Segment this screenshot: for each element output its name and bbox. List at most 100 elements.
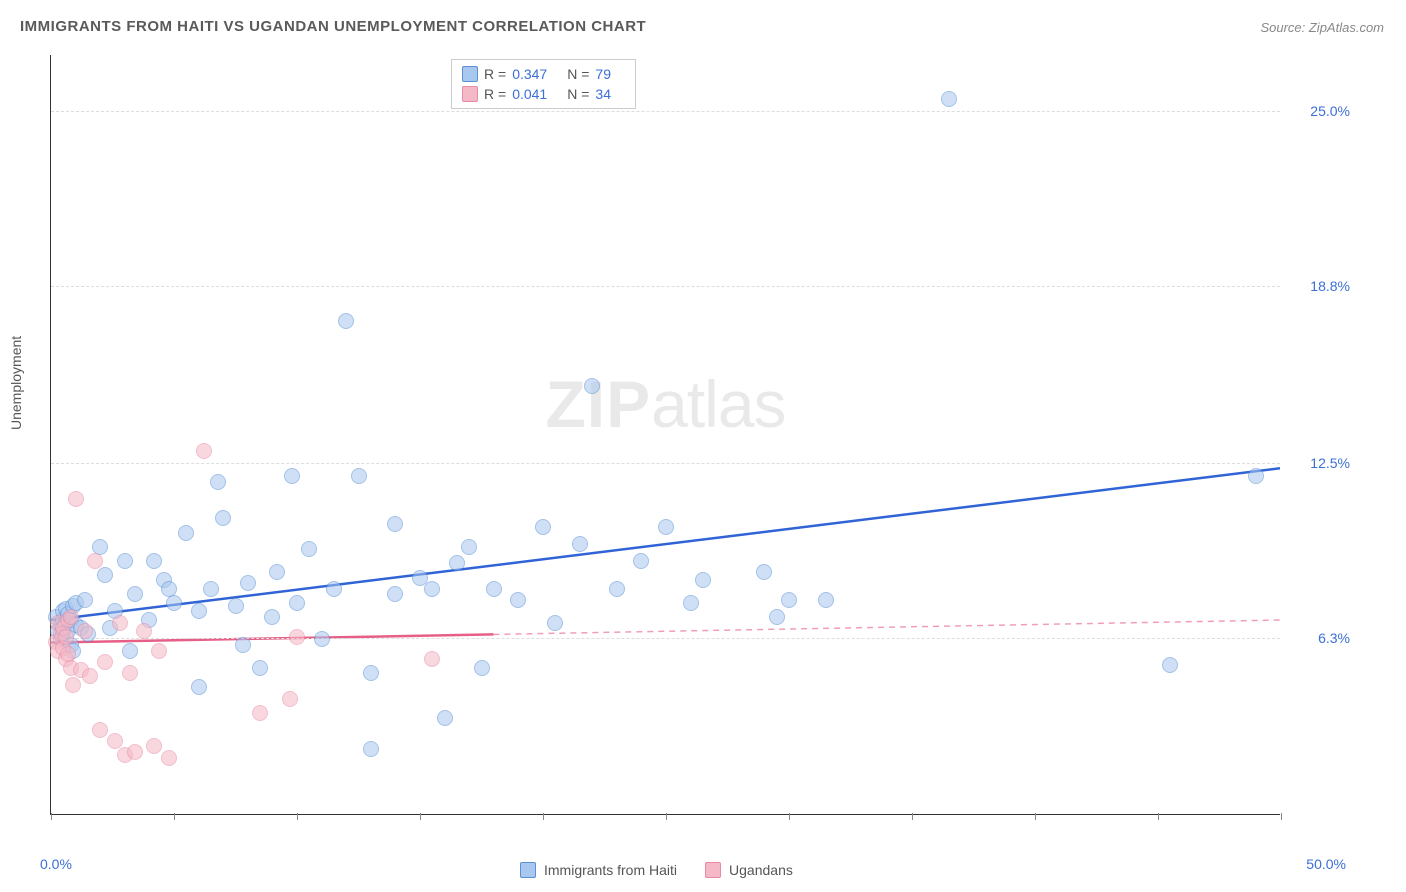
gridline bbox=[51, 463, 1280, 464]
data-point-haiti bbox=[1248, 468, 1264, 484]
data-point-haiti bbox=[941, 91, 957, 107]
data-point-haiti bbox=[769, 609, 785, 625]
x-axis-max-label: 50.0% bbox=[1306, 856, 1346, 872]
chart-title: IMMIGRANTS FROM HAITI VS UGANDAN UNEMPLO… bbox=[20, 18, 646, 35]
data-point-haiti bbox=[510, 592, 526, 608]
data-point-ugandans bbox=[87, 553, 103, 569]
data-point-haiti bbox=[424, 581, 440, 597]
y-tick-label: 12.5% bbox=[1290, 455, 1350, 471]
n-label: N = bbox=[567, 86, 589, 102]
data-point-haiti bbox=[178, 525, 194, 541]
data-point-haiti bbox=[658, 519, 674, 535]
source-attribution: Source: ZipAtlas.com bbox=[1260, 20, 1384, 35]
data-point-haiti bbox=[387, 586, 403, 602]
data-point-haiti bbox=[269, 564, 285, 580]
data-point-ugandans bbox=[146, 738, 162, 754]
watermark-atlas: atlas bbox=[651, 367, 785, 441]
data-point-haiti bbox=[252, 660, 268, 676]
data-point-ugandans bbox=[82, 668, 98, 684]
data-point-haiti bbox=[191, 603, 207, 619]
x-tick bbox=[912, 813, 913, 820]
data-point-ugandans bbox=[289, 629, 305, 645]
legend-swatch bbox=[520, 862, 536, 878]
data-point-haiti bbox=[584, 378, 600, 394]
data-point-haiti bbox=[572, 536, 588, 552]
x-tick bbox=[666, 813, 667, 820]
data-point-ugandans bbox=[282, 691, 298, 707]
data-point-haiti bbox=[146, 553, 162, 569]
correlation-legend: R = 0.347N = 79R = 0.041N = 34 bbox=[451, 59, 636, 109]
x-tick bbox=[1281, 813, 1282, 820]
n-value: 79 bbox=[595, 66, 611, 82]
data-point-haiti bbox=[215, 510, 231, 526]
data-point-haiti bbox=[387, 516, 403, 532]
data-point-haiti bbox=[363, 741, 379, 757]
data-point-haiti bbox=[264, 609, 280, 625]
data-point-ugandans bbox=[58, 629, 74, 645]
legend-swatch bbox=[462, 66, 478, 82]
data-point-haiti bbox=[351, 468, 367, 484]
data-point-haiti bbox=[449, 555, 465, 571]
data-point-haiti bbox=[203, 581, 219, 597]
data-point-haiti bbox=[235, 637, 251, 653]
data-point-haiti bbox=[338, 313, 354, 329]
x-tick bbox=[543, 813, 544, 820]
y-tick-label: 6.3% bbox=[1290, 630, 1350, 646]
legend-row-ugandans: R = 0.041N = 34 bbox=[462, 84, 625, 104]
data-point-ugandans bbox=[68, 491, 84, 507]
series-legend: Immigrants from Haiti Ugandans bbox=[520, 862, 793, 878]
watermark-zip: ZIP bbox=[545, 367, 651, 441]
data-point-ugandans bbox=[65, 677, 81, 693]
data-point-ugandans bbox=[136, 623, 152, 639]
data-point-haiti bbox=[127, 586, 143, 602]
data-point-haiti bbox=[486, 581, 502, 597]
data-point-haiti bbox=[437, 710, 453, 726]
data-point-ugandans bbox=[151, 643, 167, 659]
data-point-haiti bbox=[161, 581, 177, 597]
r-label: R = bbox=[484, 66, 506, 82]
trend-line-dashed-ugandans bbox=[493, 620, 1280, 634]
n-label: N = bbox=[567, 66, 589, 82]
data-point-haiti bbox=[633, 553, 649, 569]
legend-label: Immigrants from Haiti bbox=[544, 862, 677, 878]
x-tick bbox=[174, 813, 175, 820]
data-point-haiti bbox=[228, 598, 244, 614]
x-tick bbox=[297, 813, 298, 820]
data-point-haiti bbox=[117, 553, 133, 569]
y-tick-label: 18.8% bbox=[1290, 278, 1350, 294]
data-point-ugandans bbox=[252, 705, 268, 721]
legend-swatch bbox=[705, 862, 721, 878]
legend-label: Ugandans bbox=[729, 862, 793, 878]
data-point-haiti bbox=[461, 539, 477, 555]
x-tick bbox=[789, 813, 790, 820]
data-point-haiti bbox=[683, 595, 699, 611]
x-tick bbox=[1035, 813, 1036, 820]
data-point-haiti bbox=[301, 541, 317, 557]
data-point-haiti bbox=[97, 567, 113, 583]
data-point-ugandans bbox=[424, 651, 440, 667]
data-point-haiti bbox=[609, 581, 625, 597]
data-point-ugandans bbox=[127, 744, 143, 760]
x-tick bbox=[420, 813, 421, 820]
data-point-ugandans bbox=[107, 733, 123, 749]
data-point-haiti bbox=[781, 592, 797, 608]
legend-item-haiti: Immigrants from Haiti bbox=[520, 862, 677, 878]
data-point-haiti bbox=[166, 595, 182, 611]
legend-row-haiti: R = 0.347N = 79 bbox=[462, 64, 625, 84]
x-tick bbox=[1158, 813, 1159, 820]
trend-lines bbox=[51, 55, 1280, 814]
gridline bbox=[51, 286, 1280, 287]
data-point-haiti bbox=[535, 519, 551, 535]
r-label: R = bbox=[484, 86, 506, 102]
data-point-haiti bbox=[1162, 657, 1178, 673]
data-point-ugandans bbox=[77, 623, 93, 639]
data-point-ugandans bbox=[97, 654, 113, 670]
x-axis-min-label: 0.0% bbox=[40, 856, 72, 872]
data-point-haiti bbox=[289, 595, 305, 611]
legend-item-ugandans: Ugandans bbox=[705, 862, 793, 878]
data-point-ugandans bbox=[196, 443, 212, 459]
data-point-haiti bbox=[77, 592, 93, 608]
r-value: 0.041 bbox=[512, 86, 547, 102]
y-tick-label: 25.0% bbox=[1290, 103, 1350, 119]
gridline bbox=[51, 638, 1280, 639]
